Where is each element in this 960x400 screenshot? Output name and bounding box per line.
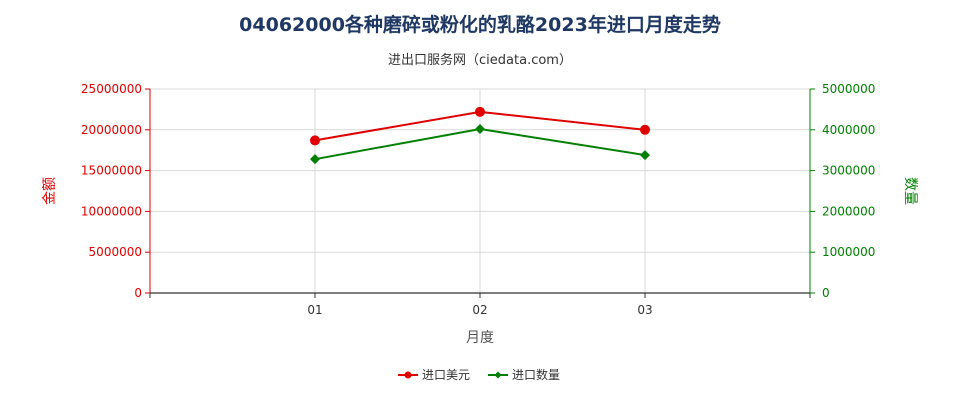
data-point — [640, 150, 650, 161]
data-point — [310, 135, 320, 146]
data-point — [310, 154, 320, 165]
legend-marker — [494, 371, 502, 379]
x-tick-label: 03 — [637, 303, 652, 317]
right-tick-label: 3000000 — [822, 164, 875, 178]
left-tick-label: 0 — [134, 286, 142, 300]
legend-label: 进口数量 — [512, 367, 560, 382]
right-tick-label: 4000000 — [822, 123, 875, 137]
right-axis-title: 数量 — [902, 177, 918, 205]
right-tick-label: 2000000 — [822, 204, 875, 218]
left-tick-label: 5000000 — [89, 245, 142, 259]
right-tick-label: 5000000 — [822, 82, 875, 96]
x-tick-label: 02 — [472, 303, 487, 317]
legend-label: 进口美元 — [422, 368, 470, 382]
data-point — [640, 124, 650, 135]
legend[interactable]: 进口美元 进口数量 — [398, 367, 560, 382]
legend-marker — [404, 371, 412, 379]
axes — [145, 88, 815, 298]
x-axis-title: 月度 — [466, 330, 494, 346]
chart-subtitle: 进出口服务网（ciedata.com） — [388, 53, 572, 68]
left-tick-label: 10000000 — [81, 204, 142, 218]
right-tick-label: 0 — [822, 286, 830, 300]
left-tick-label: 20000000 — [81, 123, 142, 137]
data-point — [475, 106, 485, 117]
data-point — [475, 123, 485, 134]
legend-item-2[interactable]: 进口数量 — [488, 367, 560, 382]
left-axis-title: 金额 — [42, 177, 58, 205]
x-tick-label: 01 — [307, 303, 322, 317]
left-tick-label: 25000000 — [81, 82, 142, 96]
axis-labels: 0 0 5000000 1000000 10000000 2000000 15000000 3… — [42, 82, 918, 346]
right-tick-label: 1000000 — [822, 245, 875, 259]
series-layer — [310, 106, 650, 165]
chart-title: 04062000各种磨碎或粉化的乳酪2023年进口月度走势 — [239, 14, 721, 36]
grid-lines — [150, 88, 810, 293]
legend-item-1[interactable]: 进口美元 — [398, 368, 470, 382]
left-tick-label: 15000000 — [81, 164, 142, 178]
